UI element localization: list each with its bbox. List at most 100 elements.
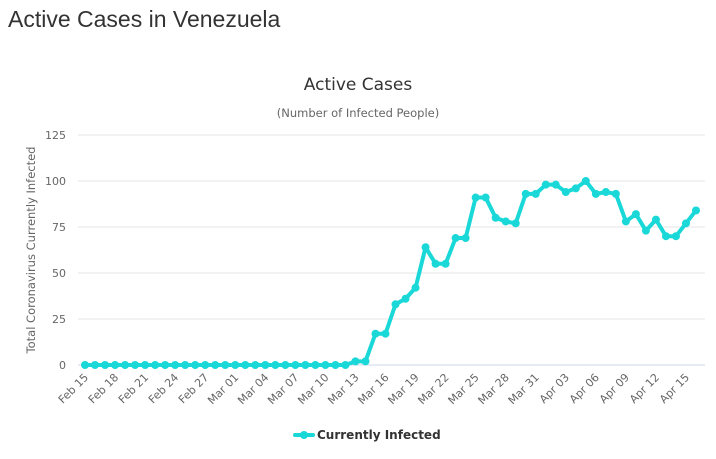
data-point[interactable]	[101, 361, 110, 369]
x-tick-label: Mar 10	[295, 371, 331, 407]
data-point[interactable]	[211, 361, 220, 369]
data-point[interactable]	[551, 180, 560, 189]
x-tick-label: Mar 31	[506, 371, 542, 407]
data-point[interactable]	[111, 361, 120, 369]
data-point[interactable]	[391, 300, 400, 309]
data-point[interactable]	[591, 189, 600, 198]
data-point[interactable]	[651, 215, 660, 224]
data-point[interactable]	[131, 361, 140, 369]
data-point[interactable]	[311, 361, 320, 369]
data-point[interactable]	[261, 361, 270, 369]
x-tick-label: Mar 01	[205, 371, 241, 407]
y-tick-label: 100	[45, 175, 66, 188]
data-point[interactable]	[692, 206, 700, 215]
x-tick-label: Apr 03	[537, 371, 572, 406]
y-tick-label: 25	[52, 313, 66, 326]
data-point[interactable]	[281, 361, 290, 369]
y-axis-title: Total Coronavirus Currently Infected	[24, 147, 38, 355]
y-tick-label: 0	[59, 359, 66, 372]
x-tick-label: Feb 21	[116, 371, 151, 406]
x-tick-label: Apr 15	[657, 371, 692, 406]
data-point[interactable]	[371, 329, 380, 338]
data-point[interactable]	[461, 234, 470, 243]
data-point[interactable]	[181, 361, 190, 369]
data-point[interactable]	[301, 361, 310, 369]
legend-swatch-marker	[300, 431, 308, 439]
data-point[interactable]	[141, 361, 150, 369]
data-point[interactable]	[191, 361, 200, 369]
data-point[interactable]	[471, 193, 480, 202]
legend-item-currently-infected[interactable]: Currently Infected	[317, 428, 441, 442]
y-tick-label: 50	[52, 267, 66, 280]
data-point[interactable]	[331, 361, 340, 369]
x-tick-label: Feb 18	[86, 371, 121, 406]
data-point[interactable]	[421, 243, 430, 252]
data-point[interactable]	[451, 234, 460, 243]
data-point[interactable]	[381, 329, 390, 338]
data-point[interactable]	[161, 361, 170, 369]
data-point[interactable]	[631, 210, 640, 219]
y-axis-ticks: 0 25 50 75 100 125	[45, 129, 66, 372]
x-tick-label: Mar 22	[415, 371, 451, 407]
x-tick-label: Feb 27	[176, 371, 211, 406]
x-tick-label: Mar 16	[355, 371, 391, 407]
data-point[interactable]	[241, 361, 250, 369]
data-point[interactable]	[401, 294, 410, 303]
data-point[interactable]	[641, 226, 650, 235]
data-point[interactable]	[561, 188, 570, 197]
data-point[interactable]	[611, 189, 620, 198]
data-point[interactable]	[321, 361, 330, 369]
data-point[interactable]	[231, 361, 240, 369]
data-point[interactable]	[431, 259, 440, 268]
data-point[interactable]	[151, 361, 160, 369]
data-point[interactable]	[221, 361, 230, 369]
data-point[interactable]	[501, 217, 510, 226]
x-tick-label: Mar 19	[385, 371, 421, 407]
data-point[interactable]	[541, 180, 550, 189]
x-tick-label: Mar 13	[325, 371, 361, 407]
data-point[interactable]	[491, 213, 500, 222]
data-point[interactable]	[481, 193, 490, 202]
data-point[interactable]	[251, 361, 260, 369]
data-point[interactable]	[271, 361, 280, 369]
x-tick-label: Apr 06	[567, 371, 602, 406]
x-tick-label: Apr 09	[597, 371, 632, 406]
data-point[interactable]	[341, 361, 350, 369]
data-point[interactable]	[671, 232, 680, 241]
data-point[interactable]	[531, 189, 540, 198]
data-point[interactable]	[361, 357, 370, 366]
data-point[interactable]	[171, 361, 180, 369]
data-point[interactable]	[291, 361, 300, 369]
x-tick-label: Apr 12	[627, 371, 662, 406]
grid-layer	[78, 134, 705, 366]
page-title: Active Cases in Venezuela	[8, 6, 281, 32]
data-point[interactable]	[581, 177, 590, 185]
data-point[interactable]	[511, 219, 520, 228]
data-point[interactable]	[351, 357, 360, 366]
data-point[interactable]	[121, 361, 130, 369]
x-tick-label: Feb 15	[56, 371, 91, 406]
data-point[interactable]	[201, 361, 210, 369]
series-layer	[81, 177, 700, 369]
data-point[interactable]	[521, 189, 530, 198]
y-tick-label: 75	[52, 221, 66, 234]
data-point[interactable]	[571, 184, 580, 193]
x-tick-label: Mar 25	[446, 371, 482, 407]
x-tick-label: Mar 04	[235, 371, 271, 407]
legend[interactable]: Currently Infected	[293, 428, 441, 442]
x-tick-label: Feb 24	[146, 371, 181, 406]
data-point[interactable]	[411, 283, 420, 292]
data-point[interactable]	[81, 361, 89, 369]
data-point[interactable]	[621, 217, 630, 226]
x-tick-label: Mar 07	[265, 371, 301, 407]
data-point[interactable]	[681, 219, 690, 228]
chart-title: Active Cases	[304, 75, 413, 95]
x-tick-label: Mar 28	[476, 371, 512, 407]
data-point[interactable]	[91, 361, 100, 369]
data-point[interactable]	[441, 259, 450, 268]
data-point[interactable]	[601, 188, 610, 197]
y-tick-label: 125	[45, 129, 66, 142]
data-point[interactable]	[661, 232, 670, 241]
